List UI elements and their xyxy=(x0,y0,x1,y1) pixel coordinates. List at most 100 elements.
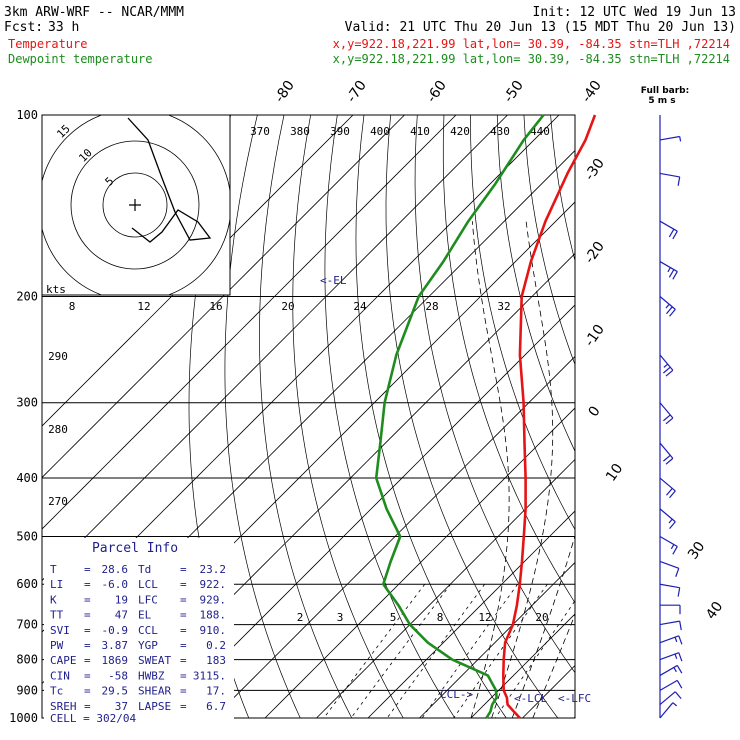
parcel-value: -6.0 xyxy=(102,578,129,591)
pressure-tick-label: 100 xyxy=(16,108,38,122)
parcel-value: 910. xyxy=(200,624,227,637)
parcel-value: 3.87 xyxy=(102,639,129,652)
parcel-key: SVI xyxy=(50,624,70,637)
wind-barb xyxy=(659,702,678,719)
parcel-row: K = 19 LFC = 929. xyxy=(50,593,226,606)
lcl-annotation: <-LCL xyxy=(514,692,547,705)
dry-adiabat-line xyxy=(711,115,740,718)
isotherm-line xyxy=(470,613,575,718)
isotherm-label: 0 xyxy=(586,403,604,419)
wind-barb xyxy=(659,664,683,676)
parcel-key: SWEAT xyxy=(138,654,171,667)
isotherm-label: 30 xyxy=(685,539,708,563)
isotherm-line xyxy=(316,458,575,718)
mixing-ratio-label: 8 xyxy=(437,611,444,624)
mixing-ratio-line xyxy=(386,583,485,718)
wind-barb xyxy=(659,652,683,662)
parcel-key: SREH xyxy=(50,700,77,713)
parcel-eq: = xyxy=(84,669,91,682)
theta-label: 400 xyxy=(370,125,390,138)
isotherm-label: 40 xyxy=(703,599,726,623)
temperature-legend-info: x,y=922.18,221.99 lat,lon= 30.39, -84.35… xyxy=(333,37,730,51)
mixing-ratio-label: 5 xyxy=(390,611,397,624)
theta-label: 380 xyxy=(290,125,310,138)
isotherm-line xyxy=(522,664,575,718)
wind-barb xyxy=(659,691,682,706)
parcel-row: SVI = -0.9 CCL = 910. xyxy=(50,624,226,637)
parcel-row: PW = 3.87 YGP = 0.2 xyxy=(50,639,226,652)
wind-barb xyxy=(659,508,676,530)
parcel-value: 17. xyxy=(206,685,226,698)
height-label: 270 xyxy=(48,495,68,508)
parcel-value: 37 xyxy=(115,700,128,713)
parcel-row: CAPE = 1869 SWEAT = 183 xyxy=(50,654,226,667)
parcel-value: -58 xyxy=(108,669,128,682)
parcel-eq: = xyxy=(180,563,187,576)
wind-barb xyxy=(659,220,678,240)
dry-adiabat-line xyxy=(442,115,575,604)
parcel-cell: CELL = 302/04 xyxy=(50,712,136,725)
parcel-eq: = xyxy=(84,654,91,667)
wind-barb xyxy=(659,477,676,499)
parcel-row: LI = -6.0 LCL = 922. xyxy=(50,578,226,591)
parcel-eq: = xyxy=(84,609,91,622)
parcel-value: 929. xyxy=(200,593,227,606)
hodograph-speed-tick: 8 xyxy=(69,300,76,313)
parcel-value: 28.6 xyxy=(102,563,129,576)
parcel-info-background xyxy=(44,538,234,728)
fcst-label: Fcst: xyxy=(4,20,43,35)
pressure-tick-label: 900 xyxy=(16,683,38,697)
barb-legend-unit: 5 m s xyxy=(648,96,675,106)
barb-legend-title: Full barb: xyxy=(641,86,689,96)
hodograph-el-marker: <-EL xyxy=(320,274,347,287)
wind-barb xyxy=(659,442,674,465)
parcel-row: SREH = 37 LAPSE = 6.7 xyxy=(50,700,226,713)
isotherm-label: -70 xyxy=(344,78,370,106)
parcel-value: 19 xyxy=(115,593,128,606)
dry-adiabat-line xyxy=(577,115,740,718)
isotherm-label: -20 xyxy=(582,239,608,267)
parcel-row: TT = 47 EL = 188. xyxy=(50,609,226,622)
ccl-annotation: CCL-> xyxy=(440,688,473,701)
dewpoint-line xyxy=(374,114,545,719)
parcel-value: 1869 xyxy=(102,654,129,667)
moist-adiabat-line xyxy=(511,534,575,718)
hodograph-trace xyxy=(127,117,212,243)
hodograph-ring xyxy=(70,140,200,270)
parcel-key: YGP xyxy=(138,639,158,652)
dry-adiabat-line xyxy=(657,115,740,718)
wind-barb xyxy=(659,402,674,425)
dry-adiabat-line xyxy=(496,115,575,453)
dewpoint-legend: Dewpoint temperature xyxy=(8,52,153,66)
dry-adiabat-line xyxy=(684,115,740,718)
sounding-series xyxy=(374,114,597,719)
mixing-ratio-line xyxy=(350,583,451,718)
wind-barb xyxy=(660,604,681,615)
wind-barb xyxy=(659,635,683,645)
parcel-eq: = xyxy=(84,700,91,713)
lfc-annotation: <-LFC xyxy=(558,692,591,705)
height-label: 280 xyxy=(48,423,68,436)
pressure-tick-label: 700 xyxy=(16,618,38,632)
theta-label: 420 xyxy=(450,125,470,138)
mixing-ratio-line xyxy=(421,583,518,718)
dry-adiabat-line xyxy=(292,115,404,718)
parcel-key: PW xyxy=(50,639,64,652)
isotherm-label: -40 xyxy=(579,78,605,106)
temperature-line xyxy=(501,114,597,719)
dry-adiabat-line xyxy=(224,115,301,718)
mixing-ratio-label: 2 xyxy=(297,611,304,624)
parcel-value: 29.5 xyxy=(102,685,129,698)
hodograph-speed-tick: 16 xyxy=(209,300,222,313)
pressure-tick-label: 500 xyxy=(16,529,38,543)
hodograph-speed-tick: 24 xyxy=(353,300,367,313)
parcel-eq: = xyxy=(180,593,187,606)
parcel-key: CAPE xyxy=(50,654,77,667)
parcel-eq: = xyxy=(180,685,187,698)
isotherm-line xyxy=(367,510,575,718)
parcel-info-rows: T = 28.6 Td = 23.2 LI = -6.0 LCL = 922. K = 19 LFC = 929.… xyxy=(50,563,226,713)
moist-adiabat-line xyxy=(470,221,510,718)
parcel-value: 6.7 xyxy=(206,700,226,713)
parcel-key: Tc xyxy=(50,685,63,698)
